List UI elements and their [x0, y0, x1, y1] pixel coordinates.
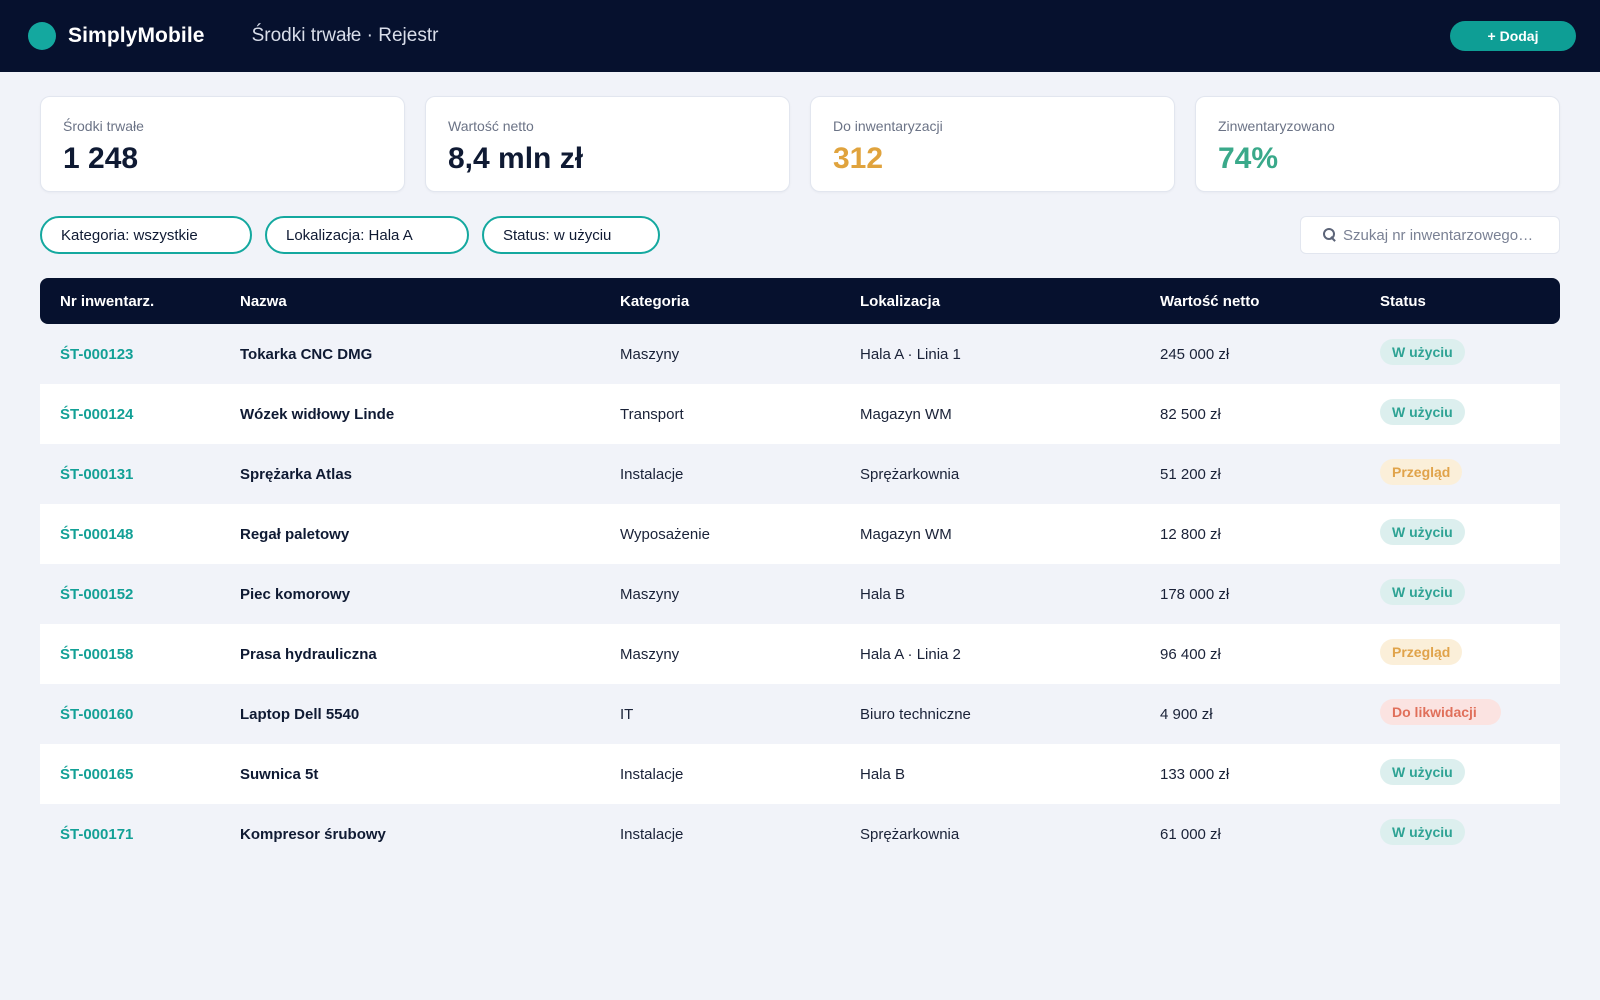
asset-net-value: 61 000 zł — [1160, 825, 1221, 843]
table-row[interactable]: ŚT-000124 Wózek widłowy Linde Transport … — [40, 384, 1560, 444]
status-badge: Przegląd — [1380, 639, 1463, 665]
asset-category: Maszyny — [620, 585, 680, 603]
inventory-number-link[interactable]: ŚT-000131 — [60, 465, 134, 483]
column-header-net-value[interactable]: Wartość netto — [1160, 292, 1260, 310]
filter-location-chip[interactable]: Lokalizacja: Hala A — [265, 216, 469, 254]
asset-location: Hala B — [860, 765, 906, 783]
asset-net-value: 4 900 zł — [1160, 705, 1213, 723]
asset-net-value: 12 800 zł — [1160, 525, 1221, 543]
asset-name: Tokarka CNC DMG — [240, 345, 373, 363]
asset-name: Piec komorowy — [240, 585, 351, 603]
asset-category: Maszyny — [620, 345, 680, 363]
app-name: SimplyMobile — [68, 24, 205, 47]
table-row[interactable]: ŚT-000123 Tokarka CNC DMG Maszyny Hala A… — [40, 324, 1560, 384]
asset-net-value: 82 500 zł — [1160, 405, 1221, 423]
asset-category: Instalacje — [620, 825, 684, 843]
inventory-number-link[interactable]: ŚT-000160 — [60, 705, 134, 723]
status-badge: W użyciu — [1380, 519, 1465, 545]
table-row[interactable]: ŚT-000148 Regał paletowy Wyposażenie Mag… — [40, 504, 1560, 564]
asset-location: Magazyn WM — [860, 525, 952, 543]
asset-location: Sprężarkownia — [860, 465, 960, 483]
asset-location: Hala B — [860, 585, 906, 603]
inventory-number-link[interactable]: ŚT-000152 — [60, 585, 134, 603]
table-row[interactable]: ŚT-000165 Suwnica 5t Instalacje Hala B 1… — [40, 744, 1560, 804]
asset-category: Instalacje — [620, 765, 684, 783]
asset-net-value: 178 000 zł — [1160, 585, 1230, 603]
top-bar: SimplyMobile Środki trwałe · Rejestr + D… — [0, 0, 1600, 72]
asset-category: Transport — [620, 405, 684, 423]
asset-name: Wózek widłowy Linde — [240, 405, 395, 423]
table-row[interactable]: ŚT-000158 Prasa hydrauliczna Maszyny Hal… — [40, 624, 1560, 684]
column-header-name[interactable]: Nazwa — [240, 292, 287, 310]
table-row[interactable]: ŚT-000131 Sprężarka Atlas Instalacje Spr… — [40, 444, 1560, 504]
inventory-number-link[interactable]: ŚT-000158 — [60, 645, 134, 663]
status-badge: W użyciu — [1380, 819, 1465, 845]
filter-bar: Kategoria: wszystkie Lokalizacja: Hala A… — [40, 216, 660, 254]
asset-location: Hala A · Linia 2 — [860, 645, 961, 663]
asset-location: Hala A · Linia 1 — [860, 345, 961, 363]
status-badge: Przegląd — [1380, 459, 1463, 485]
kpi-card-inventoried: Zinwentaryzowano 74% — [1195, 96, 1560, 192]
kpi-label: Środki trwałe — [63, 118, 144, 134]
inventory-number-link[interactable]: ŚT-000123 — [60, 345, 134, 363]
kpi-label: Do inwentaryzacji — [833, 118, 943, 134]
kpi-label: Zinwentaryzowano — [1218, 118, 1335, 134]
asset-net-value: 245 000 zł — [1160, 345, 1230, 363]
search-input[interactable] — [1343, 226, 1543, 244]
page-title: Środki trwałe · Rejestr — [251, 25, 439, 46]
column-header-category[interactable]: Kategoria — [620, 292, 690, 310]
asset-name: Kompresor śrubowy — [240, 825, 386, 843]
inventory-number-link[interactable]: ŚT-000124 — [60, 405, 134, 423]
inventory-number-link[interactable]: ŚT-000171 — [60, 825, 134, 843]
kpi-value: 312 — [833, 142, 884, 175]
inventory-number-link[interactable]: ŚT-000148 — [60, 525, 134, 543]
search-icon — [1323, 228, 1337, 242]
asset-location: Magazyn WM — [860, 405, 952, 423]
kpi-value: 74% — [1218, 142, 1279, 175]
column-header-status[interactable]: Status — [1380, 292, 1426, 310]
inventory-number-link[interactable]: ŚT-000165 — [60, 765, 134, 783]
status-badge: W użyciu — [1380, 579, 1465, 605]
table-row[interactable]: ŚT-000171 Kompresor śrubowy Instalacje S… — [40, 804, 1560, 864]
table-row[interactable]: ŚT-000152 Piec komorowy Maszyny Hala B 1… — [40, 564, 1560, 624]
column-header-location[interactable]: Lokalizacja — [860, 292, 941, 310]
filter-category-chip[interactable]: Kategoria: wszystkie — [40, 216, 252, 254]
assets-table: Nr inwentarz. Nazwa Kategoria Lokalizacj… — [40, 278, 1560, 864]
asset-category: Maszyny — [620, 645, 680, 663]
column-header-inventory-number[interactable]: Nr inwentarz. — [60, 292, 155, 310]
kpi-card-net-value: Wartość netto 8,4 mln zł — [425, 96, 790, 192]
status-badge: W użyciu — [1380, 339, 1465, 365]
status-badge: Do likwidacji — [1380, 699, 1501, 725]
add-button[interactable]: + Dodaj — [1450, 21, 1576, 51]
asset-location: Biuro techniczne — [860, 705, 971, 723]
asset-net-value: 96 400 zł — [1160, 645, 1221, 663]
asset-net-value: 133 000 zł — [1160, 765, 1230, 783]
filter-status-chip[interactable]: Status: w użyciu — [482, 216, 660, 254]
asset-net-value: 51 200 zł — [1160, 465, 1221, 483]
logo-icon — [28, 22, 56, 50]
asset-name: Regał paletowy — [240, 525, 350, 543]
kpi-value: 1 248 — [63, 142, 139, 175]
status-badge: W użyciu — [1380, 759, 1465, 785]
asset-name: Sprężarka Atlas — [240, 465, 353, 483]
asset-name: Prasa hydrauliczna — [240, 645, 377, 663]
asset-category: Instalacje — [620, 465, 684, 483]
status-badge: W użyciu — [1380, 399, 1465, 425]
kpi-label: Wartość netto — [448, 118, 534, 134]
asset-category: Wyposażenie — [620, 525, 710, 543]
asset-name: Laptop Dell 5540 — [240, 705, 360, 723]
asset-location: Sprężarkownia — [860, 825, 960, 843]
asset-category: IT — [620, 705, 634, 723]
table-row[interactable]: ŚT-000160 Laptop Dell 5540 IT Biuro tech… — [40, 684, 1560, 744]
kpi-cards: Środki trwałe 1 248 Wartość netto 8,4 ml… — [40, 96, 1560, 192]
table-header: Nr inwentarz. Nazwa Kategoria Lokalizacj… — [40, 278, 1560, 324]
kpi-value: 8,4 mln zł — [448, 142, 584, 175]
kpi-card-total-assets: Środki trwałe 1 248 — [40, 96, 405, 192]
search-box[interactable] — [1300, 216, 1560, 254]
kpi-card-to-inventory: Do inwentaryzacji 312 — [810, 96, 1175, 192]
asset-name: Suwnica 5t — [240, 765, 319, 783]
